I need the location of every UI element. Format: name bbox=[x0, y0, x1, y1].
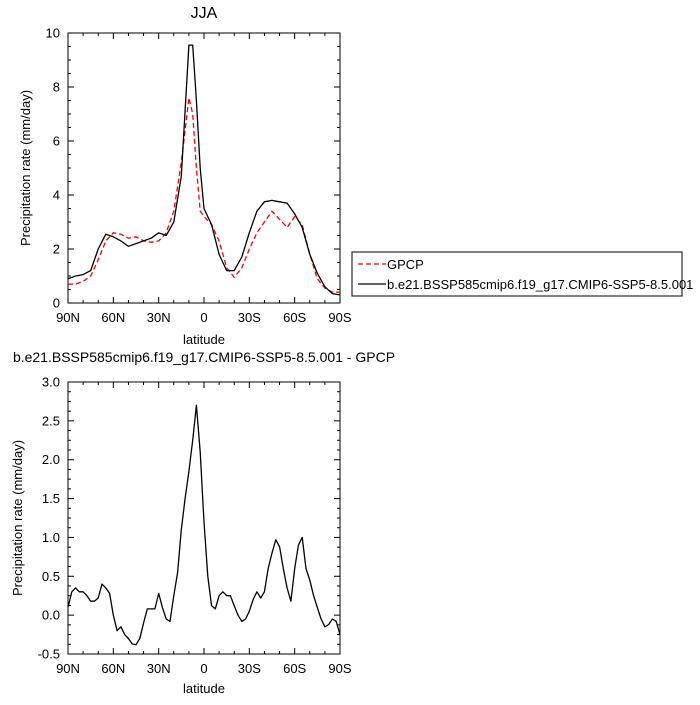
top-plot-x-tick-label: 90N bbox=[56, 310, 80, 325]
bottom-plot-y-tick-label: 0.0 bbox=[42, 608, 60, 623]
top-plot-x-tick-label: 90S bbox=[328, 310, 351, 325]
bottom-plot-series-line-difference bbox=[67, 404, 341, 646]
legend: GPCP b.e21.BSSP585cmip6.f19_g17.CMIP6-SS… bbox=[351, 251, 693, 297]
top-plot-y-axis-label: Precipitation rate (mm/day) bbox=[18, 90, 33, 246]
top-plot-title: JJA bbox=[191, 5, 218, 22]
top-plot-series-line-gpcp bbox=[68, 97, 340, 293]
top-plot-y-tick-label: 6 bbox=[53, 134, 60, 149]
top-plot-x-axis-label: latitude bbox=[183, 332, 225, 347]
top-plot-lines bbox=[67, 44, 341, 296]
bottom-plot-y-axis-label: Precipitation rate (mm/day) bbox=[10, 440, 25, 596]
top-plot-frame bbox=[67, 32, 341, 304]
bottom-plot-x-tick-label: 30S bbox=[238, 661, 261, 676]
legend-label-gpcp: GPCP bbox=[387, 257, 424, 272]
top-plot-y-tick-label: 8 bbox=[53, 80, 60, 95]
bottom-plot-y-tick-label: 1.5 bbox=[42, 491, 60, 506]
bottom-plot-x-tick-label: 90N bbox=[56, 661, 80, 676]
top-plot-y-tick-label: 10 bbox=[46, 26, 60, 41]
top-plot-y-tick-label: 4 bbox=[53, 188, 60, 203]
top-plot-y-ticks: 0 2 4 6 8 10 bbox=[46, 26, 340, 311]
bottom-plot-y-tick-label: 1.0 bbox=[42, 530, 60, 545]
bottom-plot-x-tick-label: 60N bbox=[101, 661, 125, 676]
bottom-plot-y-tick-label: 2.0 bbox=[42, 452, 60, 467]
top-plot: JJA 0 2 4 6 8 10 90N 60N 30N 0 30S 60S 90S latitude… bbox=[18, 5, 352, 347]
bottom-plot-y-tick-label: 3.0 bbox=[42, 375, 60, 390]
top-plot-x-ticks: 90N 60N 30N 0 30S 60S 90S bbox=[56, 33, 352, 325]
bottom-plot: b.e21.BSSP585cmip6.f19_g17.CMIP6-SSP5-8.… bbox=[10, 349, 395, 696]
legend-box bbox=[351, 251, 683, 297]
legend-label-model: b.e21.BSSP585cmip6.f19_g17.CMIP6-SSP5-8.… bbox=[387, 277, 693, 292]
top-plot-x-tick-label: 0 bbox=[200, 310, 207, 325]
bottom-plot-x-tick-label: 60S bbox=[283, 661, 306, 676]
top-plot-x-tick-label: 60N bbox=[101, 310, 125, 325]
top-plot-y-tick-label: 2 bbox=[53, 242, 60, 257]
top-plot-x-tick-label: 30N bbox=[147, 310, 171, 325]
bottom-plot-y-tick-label: 0.5 bbox=[42, 569, 60, 584]
bottom-plot-y-tick-label: 2.5 bbox=[42, 413, 60, 428]
bottom-plot-x-axis-label: latitude bbox=[183, 681, 225, 696]
top-plot-y-tick-label: 0 bbox=[53, 296, 60, 311]
bottom-plot-x-ticks: 90N 60N 30N 0 30S 60S 90S bbox=[56, 382, 352, 676]
top-plot-series-line-model bbox=[67, 44, 341, 296]
bottom-plot-y-tick-label: -0.5 bbox=[38, 647, 60, 662]
bottom-plot-y-ticks: -0.5 0.0 0.5 1.0 1.5 2.0 2.5 3.0 bbox=[38, 375, 340, 662]
top-plot-x-tick-label: 30S bbox=[238, 310, 261, 325]
bottom-plot-x-tick-label: 90S bbox=[328, 661, 351, 676]
bottom-plot-x-tick-label: 0 bbox=[200, 661, 207, 676]
top-plot-x-tick-label: 60S bbox=[283, 310, 306, 325]
bottom-plot-lines bbox=[67, 404, 341, 646]
bottom-plot-x-tick-label: 30N bbox=[147, 661, 171, 676]
bottom-plot-title: b.e21.BSSP585cmip6.f19_g17.CMIP6-SSP5-8.… bbox=[13, 349, 395, 365]
